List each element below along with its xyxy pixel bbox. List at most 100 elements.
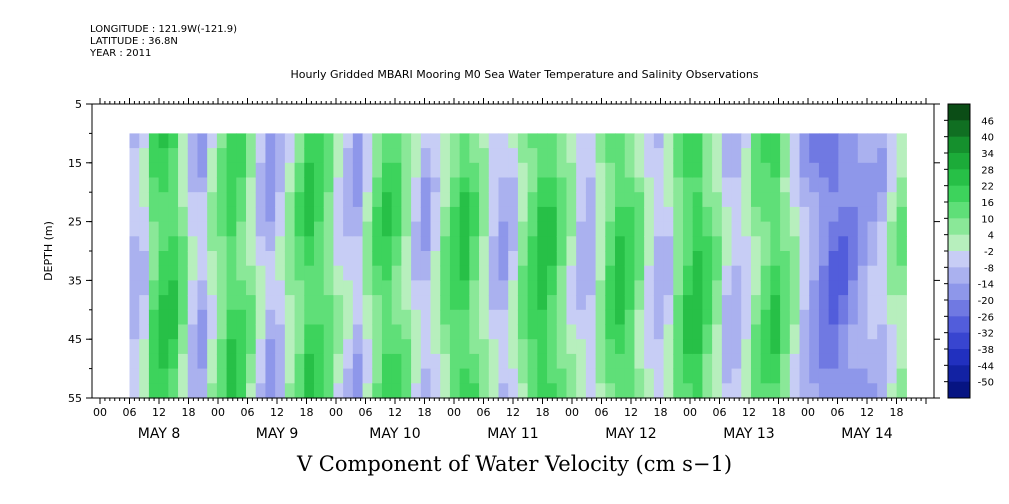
heatmap-cell (178, 133, 189, 149)
heatmap-cell (275, 339, 286, 355)
colorbar-swatch (948, 153, 970, 170)
heatmap-cell (488, 324, 500, 340)
heatmap-cell (372, 148, 383, 164)
heatmap-cell (712, 251, 723, 267)
heatmap-cell (187, 148, 199, 164)
heatmap-cell (187, 295, 199, 311)
heatmap-cell (682, 324, 694, 340)
heatmap-cell (702, 206, 713, 223)
heatmap-cell (158, 280, 169, 296)
heatmap-cell (770, 251, 781, 267)
heatmap-cell (712, 383, 723, 399)
heatmap-cell (644, 192, 655, 208)
heatmap-cell (372, 368, 383, 384)
heatmap-cell (517, 177, 529, 193)
heatmap-cell (585, 280, 597, 296)
colorbar-swatch (948, 251, 970, 268)
heatmap-cell (605, 265, 616, 281)
heatmap-cell (624, 236, 636, 252)
heatmap-cell (508, 295, 519, 311)
heatmap-cell (673, 368, 684, 384)
heatmap-cell (129, 251, 140, 267)
heatmap-cell (682, 133, 694, 149)
heatmap-cell (576, 339, 587, 355)
heatmap-cell (896, 324, 907, 340)
heatmap-cell (216, 265, 228, 281)
heatmap-cell (469, 265, 480, 281)
heatmap-cell (682, 265, 694, 281)
heatmap-cell (760, 148, 771, 164)
heatmap-cell (449, 295, 461, 311)
heatmap-cell (673, 295, 684, 311)
heatmap-cell (343, 339, 354, 355)
x-tick-label: 12 (624, 406, 638, 419)
heatmap-cell (605, 295, 616, 311)
heatmap-cell (527, 236, 538, 252)
heatmap-cell (799, 368, 810, 384)
heatmap-cell (653, 383, 665, 399)
heatmap-cell (750, 339, 762, 355)
heatmap-cell (139, 368, 150, 384)
heatmap-cell (896, 221, 907, 237)
heatmap-cell (750, 251, 762, 267)
x-tick-label: 18 (890, 406, 904, 419)
heatmap-cell (547, 221, 558, 237)
heatmap-cell (644, 177, 655, 193)
heatmap-cell (362, 162, 373, 179)
heatmap-cell (615, 133, 626, 149)
heatmap-cell (246, 309, 257, 326)
heatmap-cell (479, 309, 490, 326)
heatmap-cell (896, 309, 907, 326)
heatmap-cell (653, 251, 665, 267)
heatmap-cell (401, 383, 412, 399)
heatmap-cell (411, 177, 422, 193)
heatmap-cell (702, 368, 713, 384)
heatmap-cell (556, 295, 568, 311)
heatmap-cell (304, 251, 315, 267)
heatmap-cell (323, 162, 335, 179)
heatmap-cell (275, 192, 286, 208)
heatmap-cell (314, 162, 325, 179)
heatmap-cell (644, 236, 655, 252)
heatmap-cell (537, 265, 548, 281)
heatmap-cell (158, 177, 169, 193)
heatmap-cell (294, 265, 305, 281)
heatmap-cell (323, 339, 335, 355)
x-day-label: MAY 14 (841, 426, 892, 442)
heatmap-cell (731, 177, 742, 193)
heatmap-cell (770, 265, 781, 281)
heatmap-cell (508, 192, 519, 208)
heatmap-cell (789, 192, 801, 208)
heatmap-cell (129, 383, 140, 399)
heatmap-cell (294, 206, 305, 223)
heatmap-cell (838, 133, 849, 149)
heatmap-cell (343, 236, 354, 252)
heatmap-cell (323, 236, 335, 252)
heatmap-cell (595, 280, 606, 296)
heatmap-cell (440, 265, 451, 281)
heatmap-cell (469, 339, 480, 355)
heatmap-cell (741, 192, 752, 208)
heatmap-cell (828, 236, 839, 252)
heatmap-cell (517, 265, 529, 281)
heatmap-cell (634, 162, 645, 179)
x-day-label: MAY 9 (256, 426, 298, 442)
heatmap-cell (294, 353, 305, 370)
heatmap-cell (391, 251, 402, 267)
x-tick-label: 12 (388, 406, 402, 419)
heatmap-cell (896, 162, 907, 179)
heatmap-cell (556, 177, 568, 193)
heatmap-cell (197, 162, 208, 179)
heatmap-cell (158, 324, 169, 340)
heatmap-cell (653, 133, 665, 149)
heatmap-cell (323, 192, 335, 208)
heatmap-cell (848, 221, 859, 237)
heatmap-cell (381, 162, 393, 179)
heatmap-cell (780, 295, 791, 311)
heatmap-cell (556, 206, 568, 223)
heatmap-cell (537, 177, 548, 193)
heatmap-cell (430, 309, 441, 326)
heatmap-cell (663, 309, 674, 326)
colorbar-swatch (948, 381, 970, 399)
heatmap-cell (479, 368, 490, 384)
